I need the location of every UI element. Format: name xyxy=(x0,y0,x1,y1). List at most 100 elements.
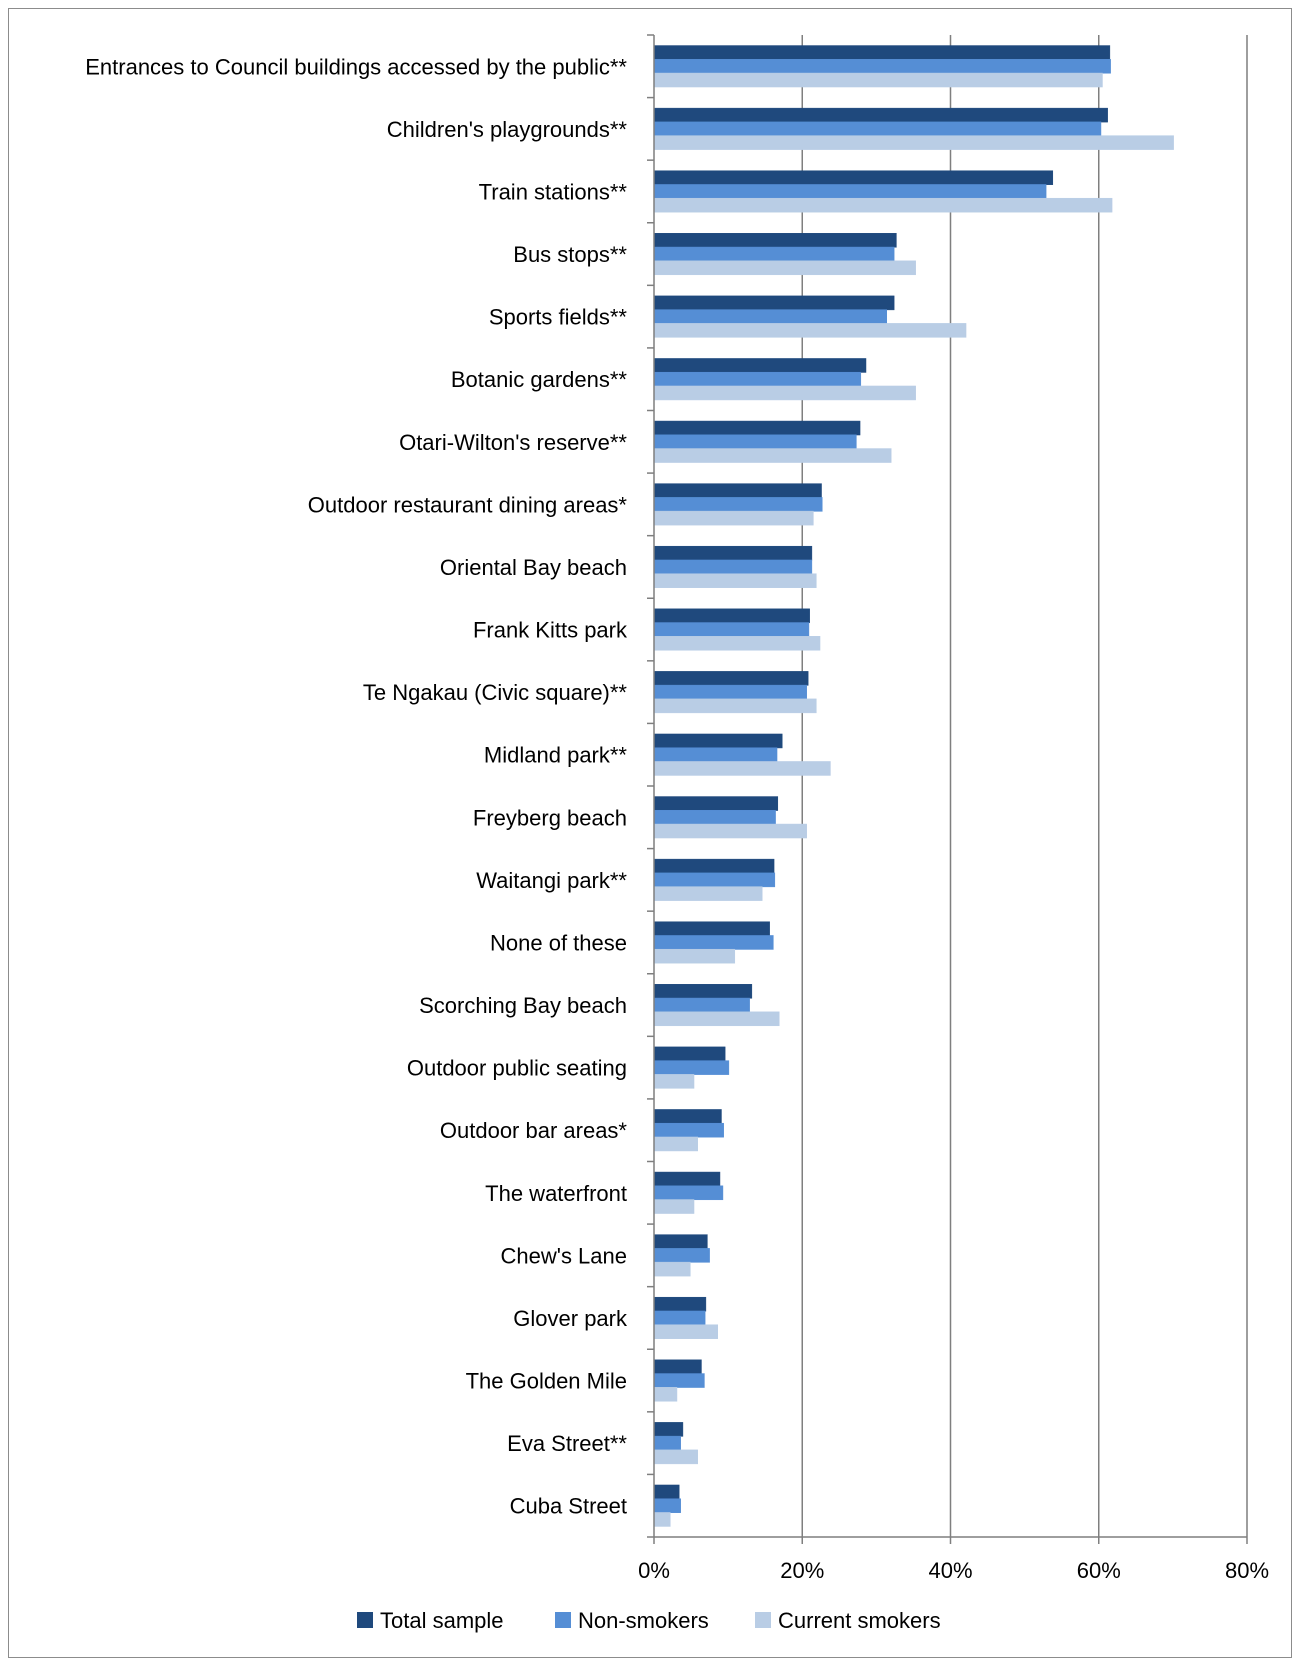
category-label: Midland park** xyxy=(484,743,628,768)
bar-total-sample xyxy=(653,483,822,498)
category-label: Children's playgrounds** xyxy=(387,117,628,142)
bar-non-smokers xyxy=(653,1248,710,1263)
bar-current-smokers xyxy=(653,1324,718,1339)
category-label: Glover park xyxy=(513,1306,628,1331)
bar-current-smokers xyxy=(653,1512,671,1527)
x-tick-labels: 0% 20% 40% 60% 80% xyxy=(638,1558,1269,1583)
bar-non-smokers xyxy=(653,1060,730,1075)
bar-total-sample xyxy=(653,45,1111,60)
legend-label: Non-smokers xyxy=(578,1608,709,1633)
bar-current-smokers xyxy=(653,448,892,463)
bar-current-smokers xyxy=(653,72,1103,88)
bar-total-sample xyxy=(653,858,775,874)
bar-non-smokers xyxy=(653,371,862,387)
bar-current-smokers xyxy=(653,1449,698,1465)
bar-current-smokers xyxy=(653,823,807,839)
bar-total-sample xyxy=(653,1422,684,1437)
category-label: Outdoor restaurant dining areas* xyxy=(308,492,628,517)
bar-current-smokers xyxy=(653,698,817,714)
bar-total-sample xyxy=(653,671,809,686)
bar-total-sample xyxy=(653,1046,726,1062)
bar-non-smokers xyxy=(653,1310,706,1326)
bar-total-sample xyxy=(653,358,867,373)
bar-non-smokers xyxy=(653,1122,724,1138)
bar-non-smokers xyxy=(653,559,813,575)
bar-current-smokers xyxy=(653,135,1174,150)
bar-total-sample xyxy=(653,796,779,811)
category-label: Frank Kitts park xyxy=(473,618,628,643)
bar-total-sample xyxy=(653,1484,680,1500)
bar-total-sample xyxy=(653,107,1108,123)
bar-current-smokers xyxy=(653,197,1113,213)
bar-non-smokers xyxy=(653,59,1111,74)
category-label: Chew's Lane xyxy=(501,1243,628,1268)
bar-current-smokers xyxy=(653,260,916,276)
bar-total-sample xyxy=(653,1109,722,1124)
bar-total-sample xyxy=(653,170,1054,185)
category-label: Sports fields** xyxy=(489,305,628,330)
category-label: Scorching Bay beach xyxy=(419,993,627,1018)
chart-frame xyxy=(8,8,1292,1658)
bar-current-smokers xyxy=(653,385,916,401)
bar-current-smokers xyxy=(653,948,736,964)
bar-non-smokers xyxy=(653,1498,681,1513)
bar-current-smokers xyxy=(653,886,763,901)
bar-current-smokers xyxy=(653,1011,780,1027)
category-label: Bus stops** xyxy=(513,242,627,267)
legend: Total sample Non-smokers Current smokers xyxy=(357,1608,941,1633)
legend-swatch xyxy=(357,1612,373,1628)
category-label: The waterfront xyxy=(485,1181,627,1206)
bar-current-smokers xyxy=(653,1261,691,1277)
bar-non-smokers xyxy=(653,747,778,762)
category-label: Te Ngakau (Civic square)** xyxy=(363,680,628,705)
bar-total-sample xyxy=(653,545,813,561)
bar-non-smokers xyxy=(653,872,776,888)
bar-current-smokers xyxy=(653,573,817,588)
bar-non-smokers xyxy=(653,684,807,700)
bar-non-smokers xyxy=(653,184,1047,199)
x-tick-label: 40% xyxy=(928,1558,972,1583)
bar-non-smokers xyxy=(653,434,857,450)
bar-non-smokers xyxy=(653,497,823,512)
gridlines xyxy=(801,35,1248,1537)
bar-total-sample xyxy=(653,608,810,624)
bar-current-smokers xyxy=(653,323,967,338)
x-tick-label: 20% xyxy=(780,1558,824,1583)
bar-current-smokers xyxy=(653,1387,678,1402)
bar-total-sample xyxy=(653,921,770,936)
x-tick-label: 80% xyxy=(1225,1558,1269,1583)
category-label: Freyberg beach xyxy=(473,805,627,830)
bar-total-sample xyxy=(653,1234,708,1249)
x-tick-label: 60% xyxy=(1077,1558,1121,1583)
bar-current-smokers xyxy=(653,510,814,526)
bar-non-smokers xyxy=(653,935,774,950)
category-label: Cuba Street xyxy=(510,1494,627,1519)
axes xyxy=(647,34,1248,1544)
category-label: Botanic gardens** xyxy=(451,367,628,392)
bar-non-smokers xyxy=(653,121,1102,137)
bar-total-sample xyxy=(653,984,753,999)
bar-non-smokers xyxy=(653,997,750,1013)
bar-non-smokers xyxy=(653,246,895,262)
legend-label: Current smokers xyxy=(778,1608,941,1633)
legend-item: Total sample xyxy=(357,1608,504,1633)
bar-current-smokers xyxy=(653,1136,698,1152)
legend-swatch xyxy=(555,1612,571,1628)
category-label: Train stations** xyxy=(479,179,628,204)
bar-total-sample xyxy=(653,1359,702,1375)
bar-total-sample xyxy=(653,1171,721,1187)
bars xyxy=(653,45,1174,1527)
category-label: Outdoor bar areas* xyxy=(440,1118,628,1143)
bar-current-smokers xyxy=(653,1199,695,1214)
bar-total-sample xyxy=(653,420,861,436)
category-label: The Golden Mile xyxy=(466,1369,627,1394)
category-label: Entrances to Council buildings accessed … xyxy=(85,54,627,79)
x-tick-label: 0% xyxy=(638,1558,670,1583)
bar-current-smokers xyxy=(653,1074,695,1089)
bar-non-smokers xyxy=(653,1435,681,1451)
bar-total-sample xyxy=(653,295,895,311)
category-labels: Entrances to Council buildings accessed … xyxy=(85,54,628,1518)
bar-total-sample xyxy=(653,233,897,248)
legend-item: Non-smokers xyxy=(555,1608,709,1633)
category-label: Outdoor public seating xyxy=(407,1056,627,1081)
